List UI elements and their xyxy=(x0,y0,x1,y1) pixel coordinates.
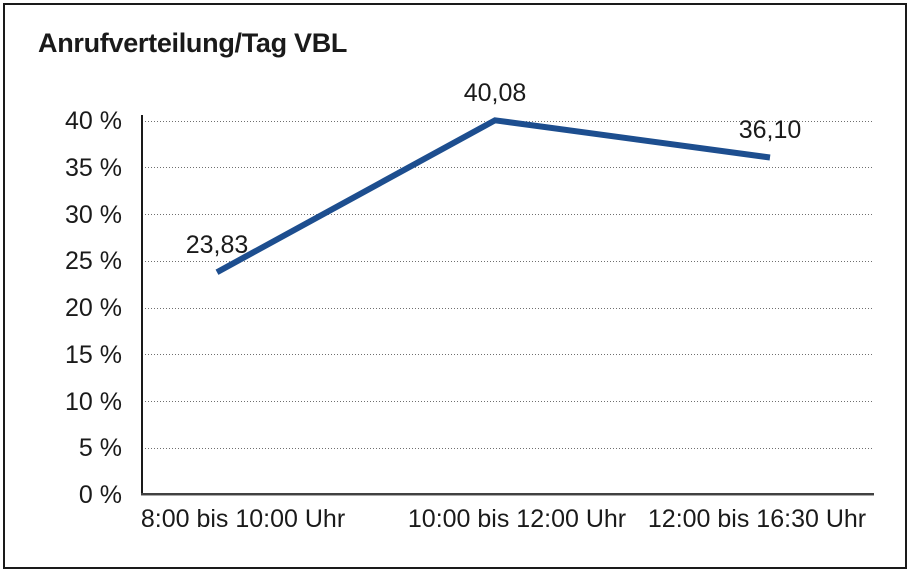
y-axis: 0 % 5 % 10 % 15 % 20 % 25 % 30 % 35 % 40 % xyxy=(0,108,122,508)
y-tick-label: 20 % xyxy=(65,294,122,322)
x-tick-label: 12:00 bis 16:30 Uhr xyxy=(647,505,867,533)
plot-area: 23,83 40,08 36,10 xyxy=(141,80,874,496)
data-label: 40,08 xyxy=(463,79,527,108)
x-axis-line xyxy=(141,493,874,496)
gridline xyxy=(142,260,873,262)
line-series xyxy=(215,117,771,275)
y-tick-label: 10 % xyxy=(65,387,122,416)
gridline xyxy=(142,307,873,309)
y-tick-label: 25 % xyxy=(65,247,122,276)
y-tick-label: 5 % xyxy=(78,434,122,463)
gridline xyxy=(142,447,873,449)
data-label: 23,83 xyxy=(185,231,249,260)
gridline xyxy=(142,401,873,402)
y-tick-label: 0 % xyxy=(78,481,122,509)
gridline xyxy=(142,354,873,356)
y-tick-label: 30 % xyxy=(65,200,122,229)
gridline xyxy=(142,167,873,169)
y-tick-label: 40 % xyxy=(65,107,122,135)
series-polyline xyxy=(215,117,771,275)
y-axis-line xyxy=(141,115,143,496)
y-tick-label: 35 % xyxy=(65,153,122,182)
x-tick-label: 8:00 bis 10:00 Uhr xyxy=(140,505,346,533)
data-label: 36,10 xyxy=(738,116,802,145)
y-tick-label: 15 % xyxy=(65,340,122,369)
x-tick-label: 10:00 bis 12:00 Uhr xyxy=(407,505,627,533)
x-axis: 8:00 bis 10:00 Uhr 10:00 bis 12:00 Uhr 12:… xyxy=(140,505,873,535)
chart-title: Anrufverteilung/Tag VBL xyxy=(38,28,348,58)
gridline xyxy=(142,214,873,215)
